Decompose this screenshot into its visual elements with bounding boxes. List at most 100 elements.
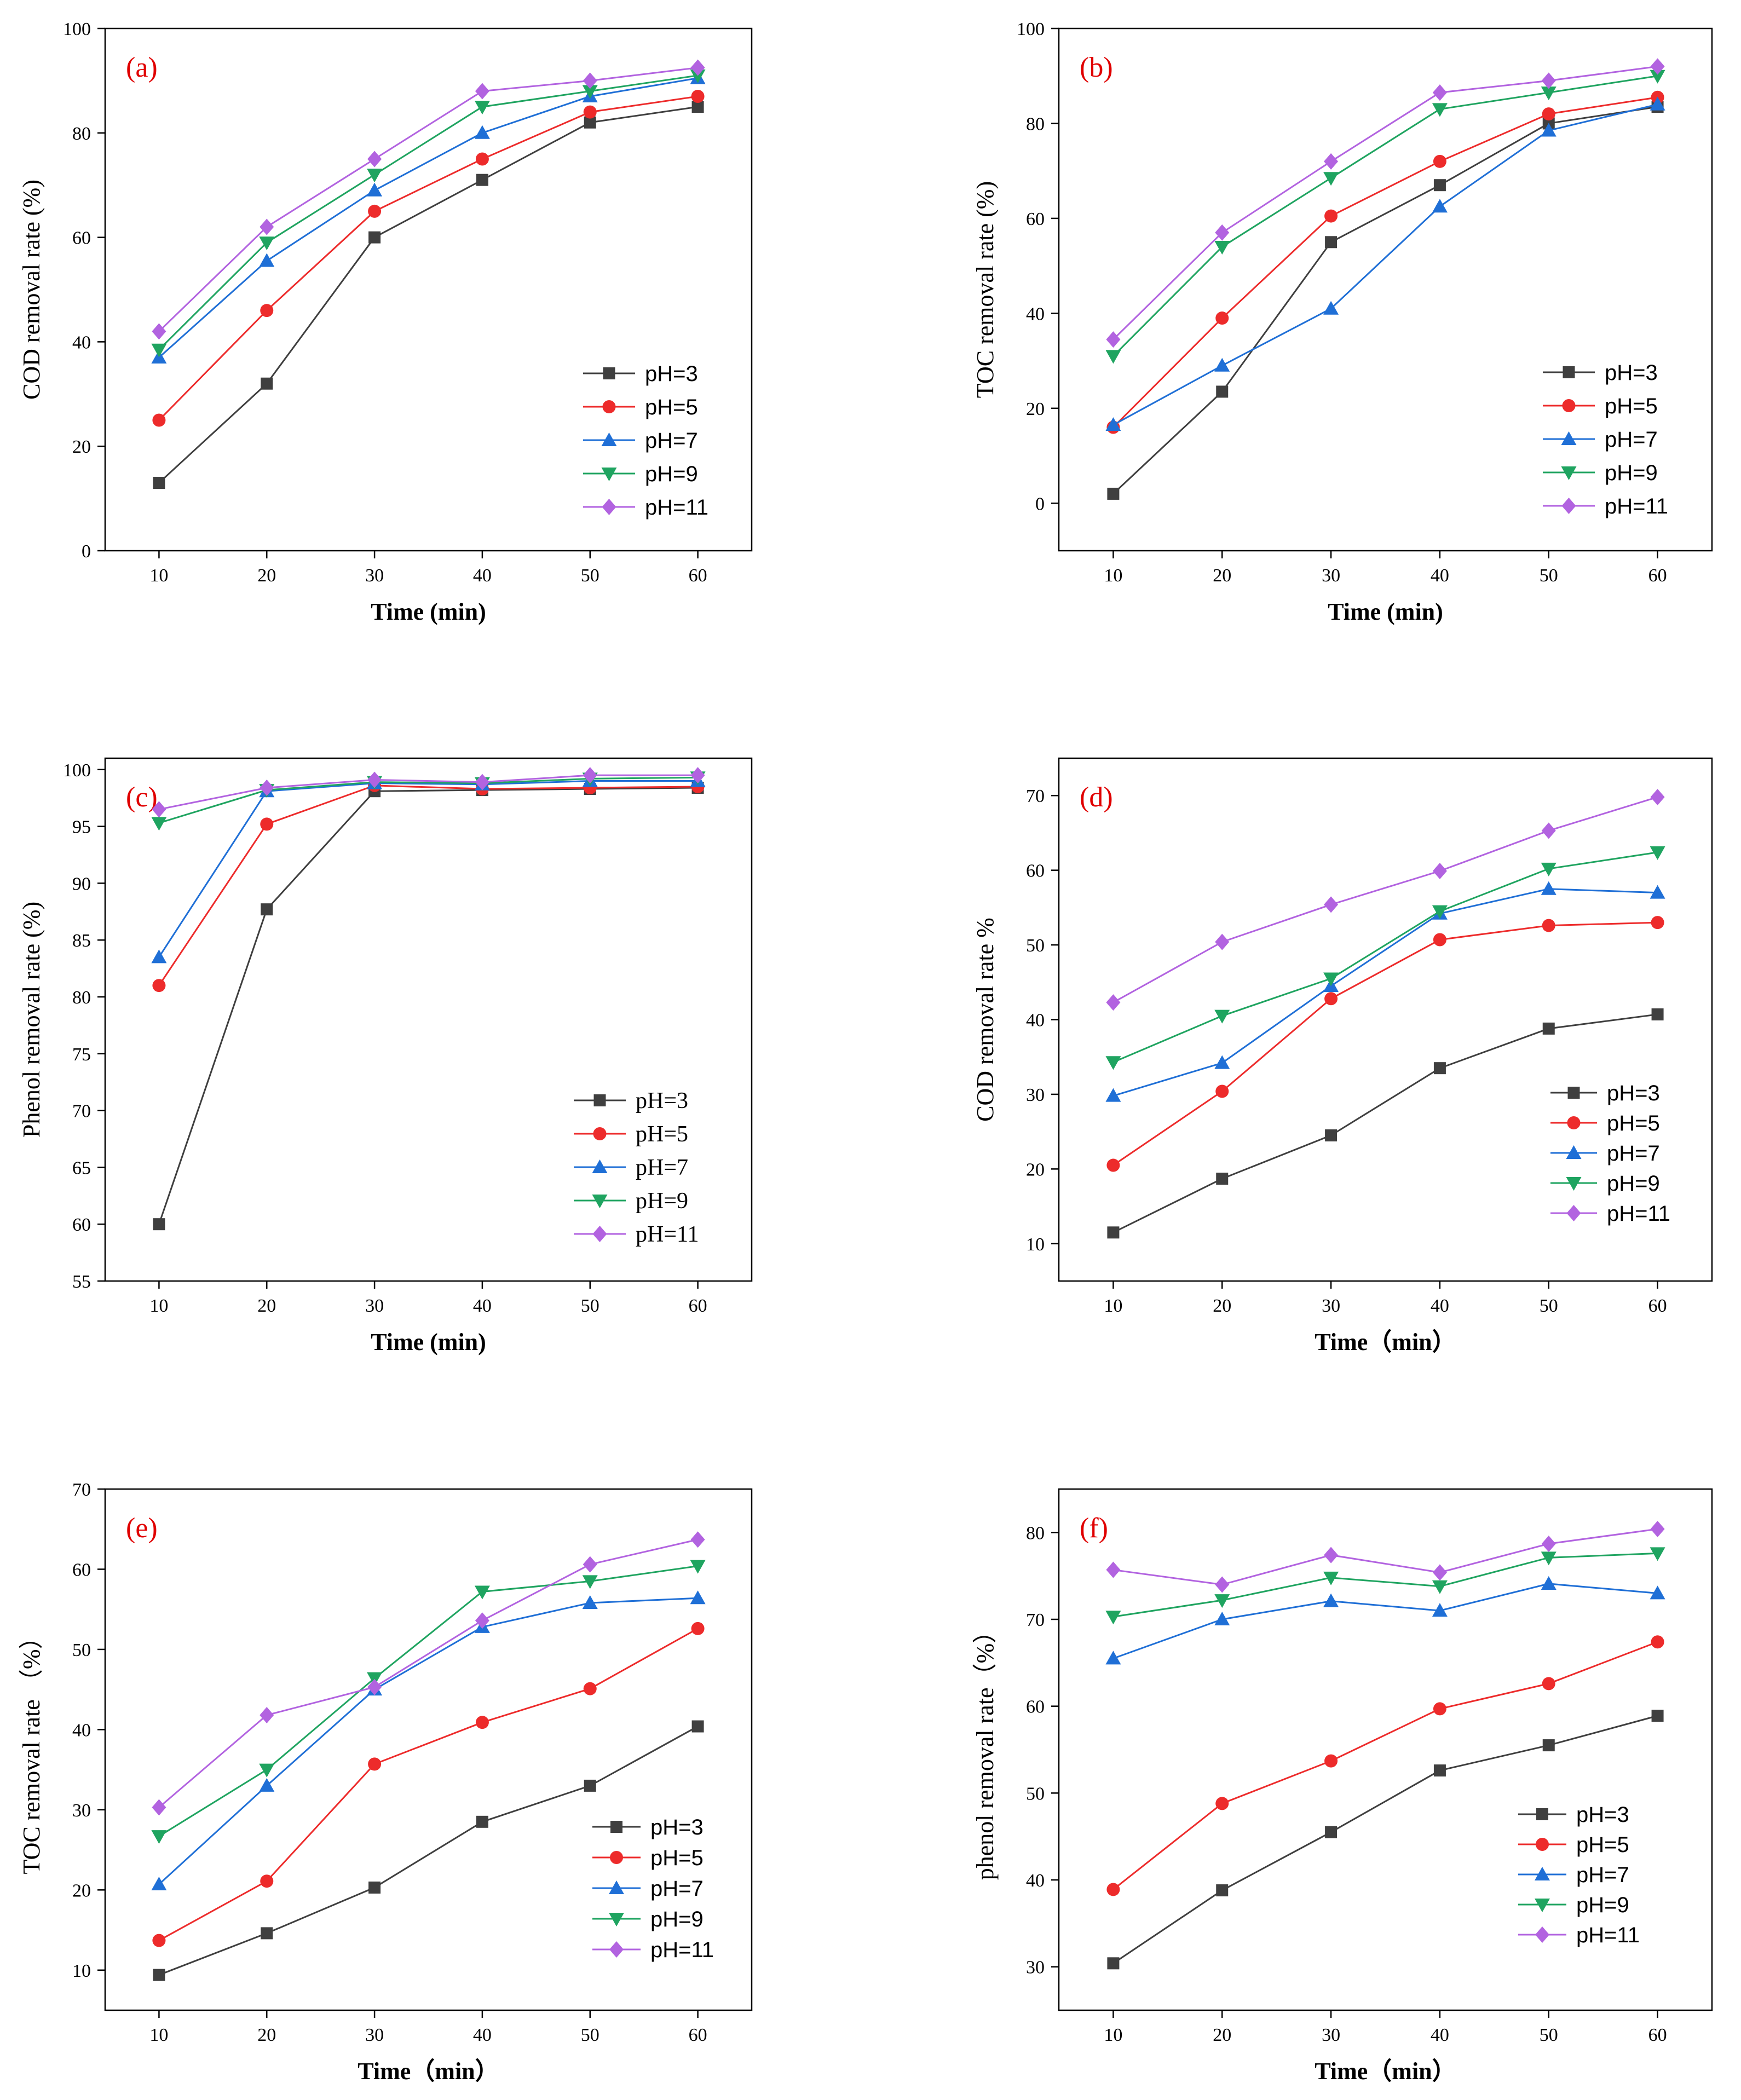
x-tick-label: 60 [689, 566, 707, 586]
data-point [1215, 1797, 1229, 1810]
data-point [476, 174, 488, 186]
data-point [583, 1556, 597, 1573]
legend-marker [601, 432, 617, 446]
data-point [152, 1934, 166, 1947]
data-point [1325, 1826, 1338, 1838]
data-point [1651, 916, 1664, 930]
legend-marker [601, 468, 617, 481]
data-point [261, 903, 273, 916]
data-point [367, 169, 383, 183]
x-axis-title: Time (min) [371, 1329, 486, 1355]
data-point [1432, 1580, 1448, 1594]
panel-label: (a) [126, 52, 158, 83]
y-tick-label: 80 [72, 988, 91, 1008]
data-point [368, 204, 382, 218]
x-tick-label: 40 [1431, 1296, 1449, 1316]
data-point [1541, 123, 1556, 137]
y-tick-label: 60 [1026, 1697, 1045, 1717]
y-tick-label: 100 [63, 19, 91, 39]
data-point [1107, 487, 1120, 500]
chart-panel-4: 10 20 30 40 50 60 10 20 30 40 50 60 70 Time（min） COD r… [972, 757, 1713, 1355]
y-axis-title: TOC removal rate (%) [972, 181, 999, 398]
x-tick-label: 10 [1104, 2025, 1122, 2045]
legend-marker [1535, 1926, 1549, 1943]
y-axis-title: TOC removal rate （%） [18, 1625, 45, 1874]
x-tick-label: 30 [365, 2025, 384, 2045]
data-point [1541, 86, 1556, 101]
y-tick-label: 40 [72, 1720, 91, 1740]
y-tick-label: 75 [72, 1045, 91, 1065]
series-line-circle [1112, 96, 1658, 428]
legend-marker [1561, 498, 1576, 514]
x-tick-label: 30 [1322, 566, 1340, 586]
data-point [153, 1969, 165, 1981]
data-point [1433, 1702, 1446, 1716]
data-point [1542, 1739, 1555, 1752]
y-tick-label: 30 [72, 1801, 91, 1821]
data-point [690, 1531, 705, 1548]
y-tick-label: 90 [72, 874, 91, 894]
data-point [260, 817, 274, 831]
legend-marker [1536, 1838, 1549, 1851]
x-tick-label: 50 [1540, 566, 1558, 586]
series-line-triangle-down [158, 776, 698, 824]
x-tick-label: 50 [1540, 2025, 1558, 2045]
x-tick-label: 50 [1540, 1296, 1558, 1316]
data-point [1650, 885, 1665, 899]
data-point [1105, 1651, 1121, 1665]
y-tick-label: 80 [72, 124, 91, 144]
data-point [582, 1575, 598, 1589]
x-tick-label: 30 [365, 1296, 384, 1316]
data-point [1541, 1576, 1556, 1590]
data-point [474, 125, 490, 139]
legend-label: pH=9 [650, 1907, 704, 1931]
series-line-triangle-down [1113, 1552, 1658, 1618]
x-tick-label: 40 [1431, 2025, 1449, 2045]
data-point [1106, 994, 1121, 1011]
y-tick-label: 60 [72, 1560, 91, 1580]
legend: pH=3 pH=5 pH=7 pH=9 pH=11 [1543, 361, 1668, 518]
data-point [367, 182, 383, 197]
data-point [151, 817, 167, 831]
y-tick-label: 80 [1026, 1523, 1045, 1543]
x-tick-label: 50 [581, 566, 599, 586]
legend-label: pH=5 [1607, 1111, 1660, 1135]
x-tick-label: 20 [1213, 1296, 1231, 1316]
y-tick-label: 60 [72, 1215, 91, 1235]
data-point [1214, 240, 1230, 255]
chart-panel-3: 10 20 30 40 50 60 55 60 65 70 75 80 85 90 95 100 Time (m… [18, 757, 753, 1355]
data-point [1105, 1611, 1121, 1625]
y-tick-label: 55 [72, 1272, 91, 1292]
legend: pH=3 pH=5 pH=7 pH=9 pH=11 [583, 362, 708, 520]
x-tick-label: 40 [473, 1296, 492, 1316]
plot-frame [104, 27, 753, 552]
data-point [1323, 172, 1339, 186]
data-point [1106, 1158, 1120, 1172]
legend-label: pH=5 [636, 1122, 688, 1147]
series-line-triangle-down [158, 74, 698, 350]
y-axis-title: Phenol removal rate (%) [18, 902, 45, 1138]
data-point [260, 1874, 274, 1888]
legend-label: pH=7 [1607, 1141, 1660, 1166]
data-point [1106, 331, 1121, 348]
data-point [1432, 1564, 1447, 1581]
x-tick-label: 50 [581, 1296, 599, 1316]
legend-marker [1561, 466, 1577, 480]
series-line-square [1112, 1013, 1658, 1233]
x-tick-label: 40 [473, 566, 492, 586]
series-line-circle [1112, 1641, 1658, 1890]
y-tick-label: 80 [1026, 114, 1045, 134]
series-line-diamond [1113, 1528, 1658, 1586]
series-line-diamond [1112, 65, 1658, 341]
data-point [583, 72, 597, 89]
data-point [584, 1779, 596, 1792]
legend-label: pH=7 [1576, 1863, 1629, 1887]
data-point [1432, 199, 1448, 213]
data-point [1541, 822, 1556, 839]
data-point [1433, 154, 1446, 168]
series-line-triangle-down [1112, 75, 1658, 357]
y-tick-label: 60 [1026, 861, 1045, 881]
x-axis-title: Time（min） [1315, 1329, 1456, 1355]
data-point [474, 1585, 490, 1600]
legend-label: pH=11 [1576, 1923, 1640, 1947]
